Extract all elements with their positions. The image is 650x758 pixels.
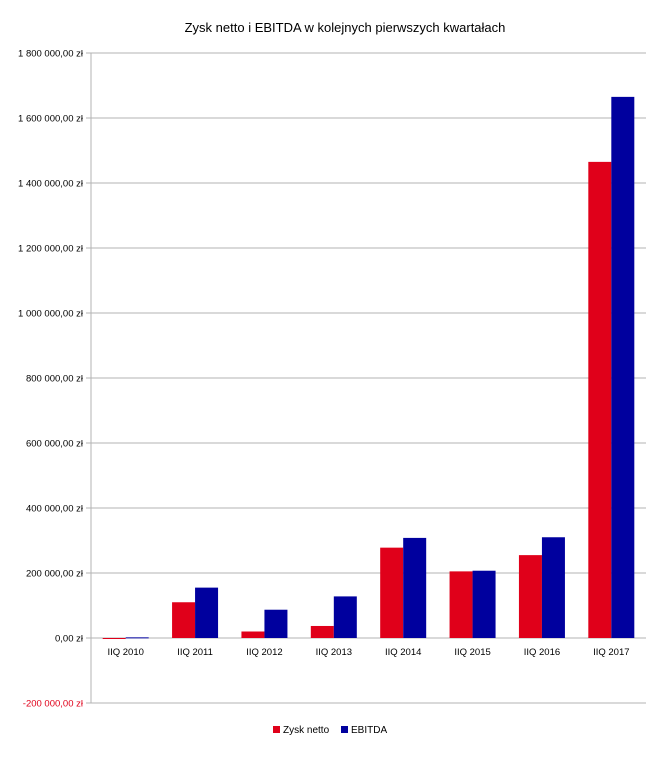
x-category-label: IIQ 2010 <box>107 647 143 658</box>
bar-zysk-netto <box>380 547 404 638</box>
bar-ebitda <box>264 609 288 638</box>
bar-zysk-netto <box>172 602 196 638</box>
y-tick-label: 0,00 zł <box>55 634 84 645</box>
y-tick-label: 200 000,00 zł <box>26 569 84 580</box>
legend-label: EBITDA <box>351 725 387 736</box>
bar-ebitda <box>472 570 496 638</box>
legend-swatch <box>341 726 348 733</box>
y-tick-label: 800 000,00 zł <box>26 374 84 385</box>
bar-zysk-netto <box>518 555 542 638</box>
y-tick-label: 1 000 000,00 zł <box>18 309 84 320</box>
legend-label: Zysk netto <box>283 725 330 736</box>
y-axis-ticks: 1 800 000,00 zł 1 600 000,00 zł 1 400 000,… <box>18 49 84 710</box>
x-category-label: IIQ 2011 <box>177 647 213 658</box>
x-category-label: IIQ 2017 <box>593 647 629 658</box>
y-tick-label: 1 600 000,00 zł <box>18 114 84 125</box>
y-tick-label: -200 000,00 zł <box>23 699 84 710</box>
bar-ebitda <box>541 537 565 638</box>
bar-ebitda <box>195 587 219 638</box>
bar-ebitda <box>403 537 427 638</box>
bar-zysk-netto <box>241 631 265 638</box>
chart-title: Zysk netto i EBITDA w kolejnych pierwszy… <box>185 20 506 35</box>
x-category-label: IIQ 2015 <box>454 647 490 658</box>
y-tick-label: 1 800 000,00 zł <box>18 49 84 60</box>
y-tick-label: 600 000,00 zł <box>26 439 84 450</box>
y-tick-label: 1 200 000,00 zł <box>18 244 84 255</box>
y-tick-label: 400 000,00 zł <box>26 504 84 515</box>
y-tick-label: 1 400 000,00 zł <box>18 179 84 190</box>
bar-ebitda <box>611 96 635 638</box>
legend-swatch <box>273 726 280 733</box>
bar-zysk-netto <box>588 161 612 638</box>
bars <box>102 96 635 639</box>
x-category-label: IIQ 2012 <box>246 647 282 658</box>
legend: Zysk netto EBITDA <box>273 725 387 736</box>
bar-ebitda <box>125 637 149 639</box>
bar-zysk-netto <box>310 625 334 638</box>
bar-zysk-netto <box>449 571 473 638</box>
x-category-label: IIQ 2013 <box>316 647 352 658</box>
x-category-label: IIQ 2014 <box>385 647 421 658</box>
x-category-label: IIQ 2016 <box>524 647 560 658</box>
bar-ebitda <box>333 596 357 638</box>
x-axis-categories: IIQ 2010 IIQ 2011 IIQ 2012 IIQ 2013 IIQ 2014… <box>107 647 629 658</box>
bar-zysk-netto <box>102 638 126 639</box>
